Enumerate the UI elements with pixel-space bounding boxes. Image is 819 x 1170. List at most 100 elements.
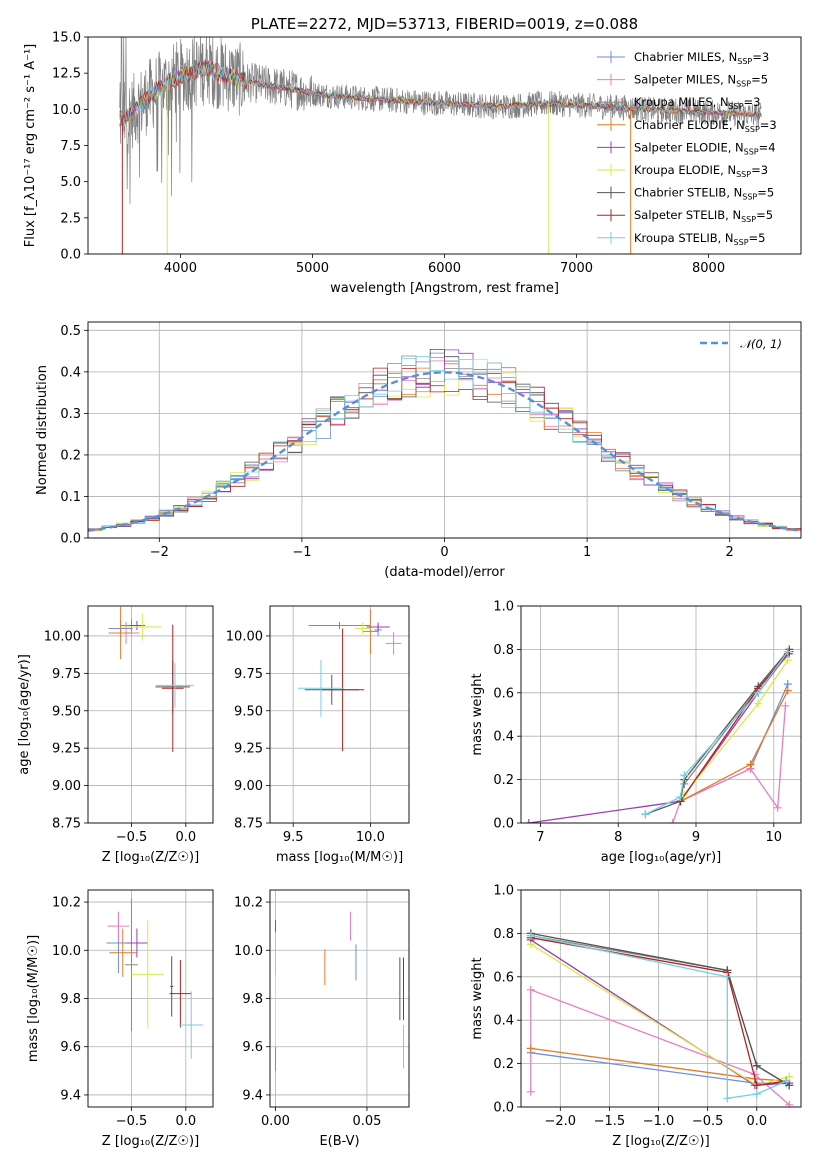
axes-frame [87, 36, 802, 255]
x-tick-label: −1 [292, 545, 311, 560]
panel-weight_vs_z: −2.0 −1.5 −1.0 −0.5 0.0 0.0 0.2 0.4 0.6 0.8 1.0 Z [… [470, 884, 802, 1149]
y-tick-label: 2.5 [60, 211, 81, 226]
x-axis-label: Z [log₁₀(Z/Z☉)] [102, 850, 199, 865]
y-tick-label: 9.00 [234, 779, 263, 794]
y-tick-label: 9.25 [234, 742, 263, 757]
legend-name: Chabrier STELIB, N [634, 186, 742, 200]
y-tick-label: 0.6 [493, 686, 514, 701]
axes-frame [87, 321, 802, 539]
series-marker [526, 1087, 535, 1096]
legend-subscript: SSP [741, 215, 756, 224]
histogram-salpeter-stelib [88, 367, 801, 530]
histogram-salpeter-elodie [88, 349, 801, 531]
legend-entry-kroupa-stelib: Kroupa STELIB, NSSP=5 [634, 231, 765, 247]
x-tick-label: 0.00 [261, 1114, 290, 1129]
y-tick-label: 15.0 [52, 31, 81, 46]
x-tick-label: 4000 [164, 261, 197, 276]
x-tick-label: 5000 [296, 261, 329, 276]
legend-subscript: SSP [745, 125, 760, 134]
y-tick-label: 9.25 [52, 742, 81, 757]
series-marker [668, 819, 677, 823]
plot-area-weight_vs_age [524, 645, 794, 823]
legend-count: =5 [757, 186, 774, 200]
x-axis-label: E(B-V) [319, 1134, 359, 1149]
x-tick-label: −0.5 [116, 830, 148, 845]
y-axis-label: mass [log₁₀(M/M☉)] [26, 935, 41, 1062]
series-marker [783, 686, 792, 695]
y-tick-label: 0.2 [60, 448, 81, 463]
y-tick-label: 9.8 [242, 992, 263, 1007]
series-kroupa-stelib [641, 647, 792, 819]
series-marker [524, 819, 533, 823]
x-tick-label: −1.0 [643, 1114, 675, 1129]
point-salpeter-elodie [126, 928, 148, 958]
series-marker [526, 1044, 535, 1053]
point-chabrier-elodie [362, 608, 379, 654]
point-salpeter-stelib [161, 624, 184, 752]
y-tick-label: 10.0 [52, 944, 81, 959]
series-marker [773, 803, 782, 812]
legend-count: =4 [759, 140, 776, 154]
x-tick-label: 8000 [692, 261, 725, 276]
y-tick-label: 0.4 [493, 730, 514, 745]
model-kroupa-stelib [119, 60, 762, 127]
series-marker [783, 647, 792, 656]
y-axis-label: Flux [f_λ10⁻¹⁷ erg cm⁻² s⁻¹ A⁻¹] [23, 44, 38, 248]
series-line [530, 988, 790, 1106]
series-line [680, 683, 789, 802]
x-tick-label: −2 [150, 545, 169, 560]
series-marker [723, 1094, 732, 1103]
legend-count: =5 [756, 208, 773, 222]
legend-name: Salpeter MILES, N [634, 73, 736, 87]
y-tick-label: 9.6 [242, 1040, 263, 1055]
series-line [530, 932, 790, 1086]
series-marker [526, 931, 535, 940]
series-line [683, 659, 789, 796]
legend-count: =5 [751, 73, 768, 87]
x-tick-label: 1 [583, 545, 591, 560]
y-tick-label: 10.2 [234, 896, 263, 911]
y-tick-label: 9.75 [52, 667, 81, 682]
axes-frame [269, 605, 410, 824]
y-tick-label: 0.0 [493, 817, 514, 832]
legend-count: =3 [752, 50, 769, 64]
series-marker [783, 656, 792, 665]
point-kroupa-stelib [155, 662, 194, 708]
x-tick-label: 9 [692, 830, 700, 845]
plot-area-age_vs_mass [297, 608, 402, 752]
histogram-kroupa-elodie [88, 359, 801, 532]
series-salpeter-miles [526, 985, 794, 1107]
x-tick-label: −2.0 [545, 1114, 577, 1129]
point-kroupa-stelib [179, 991, 204, 1059]
panel-age_vs_mass: 9.5 10.0 8.75 9.00 9.25 9.50 9.75 10.00 mass [lo… [226, 605, 410, 865]
legend-entry-kroupa-miles: Kroupa MILES, NSSP=3 [634, 95, 760, 111]
y-tick-label: 9.75 [234, 667, 263, 682]
legend-count: =3 [751, 163, 768, 177]
legend-count: =3 [760, 118, 777, 132]
legend-name: Kroupa STELIB, N [634, 231, 734, 245]
y-tick-label: 0.0 [493, 1101, 514, 1116]
panel-residuals: −2 −1 0 1 2 0.0 0.1 0.2 0.3 0.4 0.5 (data-model)/er… [35, 321, 802, 580]
y-tick-label: 0.8 [493, 643, 514, 658]
plot-area-age_vs_z [108, 606, 194, 752]
point-salpeter-elodie [366, 622, 390, 632]
point-salpeter-miles [107, 911, 130, 941]
x-tick-label: 7000 [560, 261, 593, 276]
series-marker [752, 1061, 761, 1070]
y-tick-label: 0.3 [60, 407, 81, 422]
x-tick-label: −0.5 [116, 1114, 148, 1129]
legend-subscript: SSP [736, 80, 751, 89]
x-tick-label: 8 [614, 830, 622, 845]
x-tick-label: 7 [536, 830, 544, 845]
y-axis-label: mass weight [470, 673, 485, 755]
point-chabrier-elodie [108, 606, 133, 660]
axes-frame [520, 605, 802, 824]
y-tick-label: 10.00 [226, 629, 263, 644]
y-tick-label: 12.5 [52, 67, 81, 82]
series-marker [785, 1100, 794, 1107]
y-tick-label: 7.5 [60, 139, 81, 154]
x-tick-label: 9.5 [283, 830, 304, 845]
series-chabrier-stelib [641, 645, 794, 819]
point-kroupa-elodie [354, 622, 371, 635]
